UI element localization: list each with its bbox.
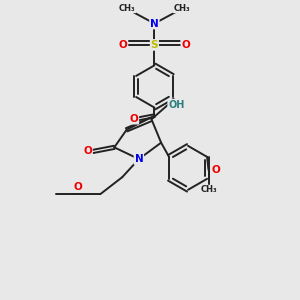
Text: OH: OH	[168, 100, 184, 110]
Text: O: O	[181, 40, 190, 50]
Text: N: N	[134, 154, 143, 164]
Text: O: O	[83, 146, 92, 156]
Text: O: O	[130, 114, 138, 124]
Text: O: O	[212, 165, 220, 175]
Text: O: O	[119, 40, 128, 50]
Text: S: S	[151, 40, 158, 50]
Text: O: O	[73, 182, 82, 192]
Text: N: N	[150, 19, 159, 28]
Text: CH₃: CH₃	[200, 185, 217, 194]
Text: CH₃: CH₃	[119, 4, 136, 13]
Text: CH₃: CH₃	[173, 4, 190, 13]
